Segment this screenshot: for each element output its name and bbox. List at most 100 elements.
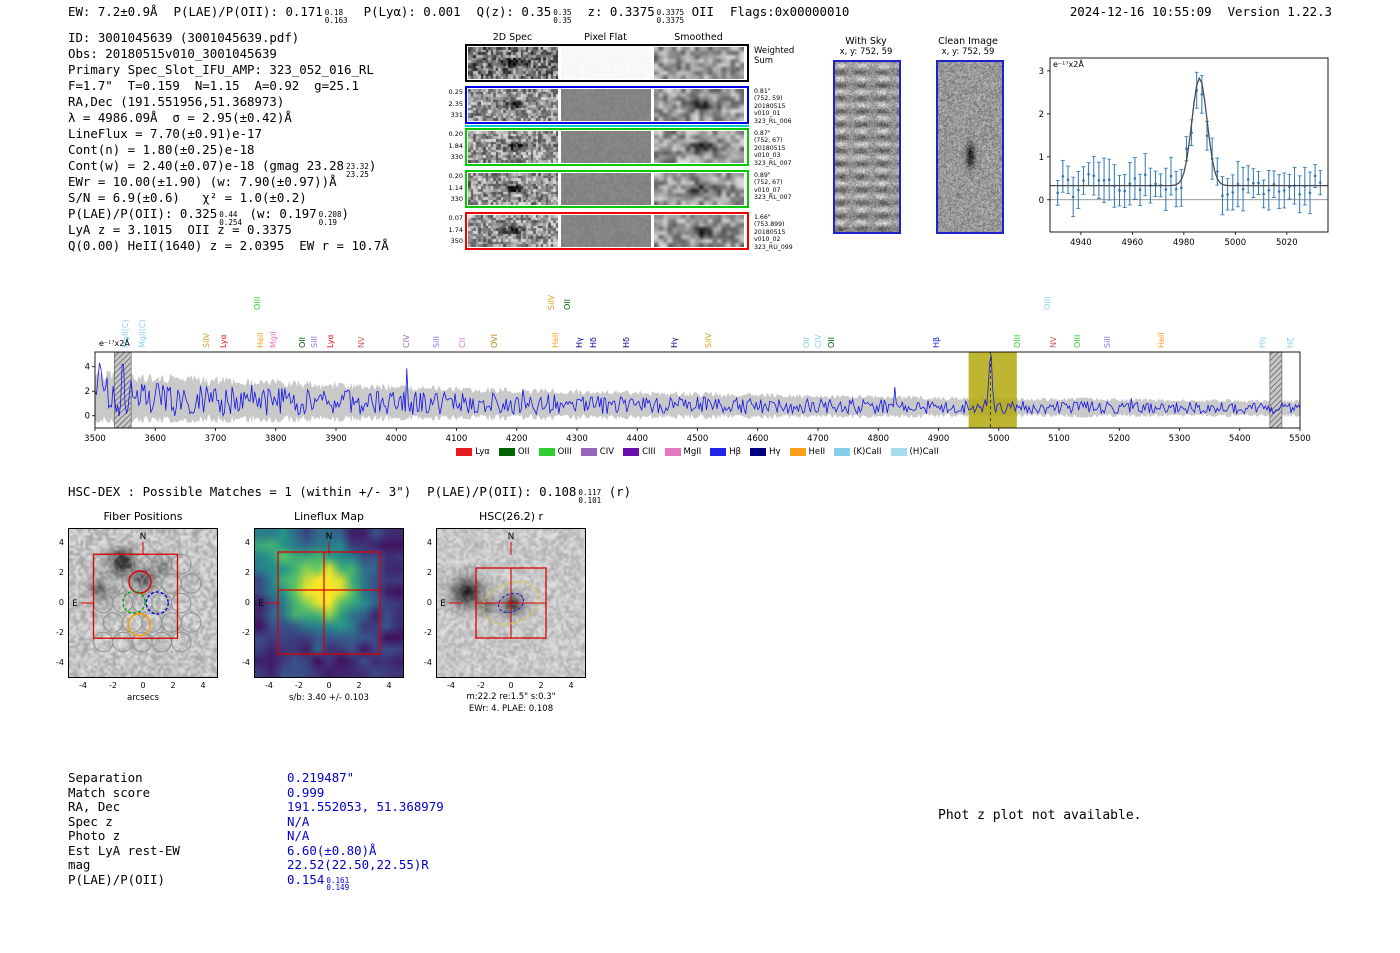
- spec2d-row-2-annotation: 0.87" (752, 67) 20180515 v010_03 323_RL_007: [754, 130, 792, 167]
- line-fit-plot: 0 1 2 3 4940 4960 4980 5000 5020 e⁻¹⁷x2Å: [1039, 57, 1329, 248]
- cutout-ytick: 2: [58, 568, 64, 577]
- svg-text:4000: 4000: [385, 434, 407, 444]
- z-stat: z: 0.3375: [587, 4, 655, 19]
- legend-label: CIII: [642, 447, 656, 457]
- info-q-heii: Q(0.00) HeII(1640) z = 2.0395 EW r = 10.…: [68, 238, 389, 253]
- svg-text:3900: 3900: [325, 434, 347, 444]
- legend-label: Hγ: [769, 447, 781, 457]
- withsky-title: With Sky: [845, 36, 887, 47]
- match-row-photoz: Photo z N/A: [68, 828, 310, 843]
- cutout-xtick: 4: [386, 681, 392, 690]
- z-classification: OII: [691, 4, 714, 19]
- spec2d-row-4: [465, 212, 749, 250]
- hsc-cutout-overlay: NE: [436, 528, 586, 678]
- svg-text:4700: 4700: [807, 434, 829, 444]
- match-row-plae-poii: P(LAE)/P(OII) 0.154 0.161 0.149: [68, 871, 350, 893]
- legend-label: Hβ: [729, 447, 742, 457]
- spec2d-row-4-scale-labels: 0.07 1.74 350: [448, 214, 463, 245]
- info-sn-chi2: S/N = 6.9(±0.6) χ² = 1.0(±0.2): [68, 190, 307, 205]
- svg-text:4: 4: [85, 363, 90, 373]
- spec2d-row-2-spec-image: [468, 131, 558, 163]
- plae-poii-uncertainty: 0.18 0.163: [324, 8, 348, 25]
- svg-text:e⁻¹⁷x2Å: e⁻¹⁷x2Å: [99, 337, 130, 348]
- svg-text:4800: 4800: [867, 434, 889, 444]
- line-label-OIII: OIII: [1042, 296, 1052, 310]
- cutout-ytick: 0: [58, 598, 64, 607]
- flags-stat: Flags:0x00000010: [729, 4, 850, 19]
- spec2d-row-0: [465, 44, 749, 82]
- svg-text:3600: 3600: [144, 434, 166, 444]
- spec2d-row-0-pixelflat-image: [561, 47, 651, 79]
- cutout-xtick: -2: [295, 681, 303, 690]
- spec2d-row-4-smoothed-image: [654, 215, 744, 247]
- legend-item-Hβ: Hβ: [710, 447, 741, 457]
- cutout-ytick: -2: [424, 628, 432, 637]
- svg-text:3800: 3800: [265, 434, 287, 444]
- legend-swatch: [456, 448, 473, 456]
- hsc-plae-uncertainty: 0.117 0.101: [578, 488, 602, 505]
- full-spectrum-plot: 0 2 4 3500 3600 3700 3800 3900 4000 4100 4200 4300 4…: [84, 337, 1311, 444]
- info-plae-poii: P(LAE)/P(OII): 0.325 0.44 0.254 (w: 0.197 0…: [68, 206, 349, 227]
- svg-text:3700: 3700: [205, 434, 227, 444]
- cutout-xtick: 2: [356, 681, 362, 690]
- spec2d-image-grid: Weighted Sum 0.25 2.35 331 0.81" (752, 59) 2018…: [449, 44, 794, 254]
- legend-swatch: [834, 448, 851, 456]
- svg-text:4300: 4300: [566, 434, 588, 444]
- cutout-ytick: 4: [58, 538, 64, 547]
- spec2d-col-header-spec: 2D Spec: [492, 32, 533, 43]
- cutout-xtick: 4: [200, 681, 206, 690]
- svg-text:N: N: [508, 532, 515, 542]
- legend-item-(K)CaII: (K)CaII: [834, 447, 882, 457]
- spec2d-row-3-pixelflat-image: [561, 173, 651, 205]
- clean-image-title: Clean Image: [938, 36, 998, 47]
- svg-text:E: E: [440, 599, 446, 609]
- match-row-score: Match score 0.999: [68, 784, 325, 800]
- svg-text:4600: 4600: [747, 434, 769, 444]
- spec2d-row-3-scale-labels: 0.20 1.14 330: [448, 172, 463, 203]
- spec2d-row-4-spec-image: [468, 215, 558, 247]
- spec2d-row-1-spec-image: [468, 89, 558, 121]
- svg-text:N: N: [140, 532, 147, 542]
- legend-label: CIV: [599, 447, 615, 457]
- hsc-caption-ewr-plae: EWr: 4. PLAE: 0.108: [468, 704, 554, 714]
- clean-image-coords: x, y: 752, 59: [941, 47, 995, 57]
- info-seeing-throughput: F=1.7" T=0.159 N=1.15 A=0.92 g=25.1: [68, 78, 359, 93]
- z-uncertainty: 0.3375 0.3375: [656, 8, 685, 25]
- info-z-solutions: LyA z = 3.1015 OII z = 0.3375: [68, 222, 292, 237]
- info-lambda-sigma: λ = 4986.09Å σ = 2.95(±0.42)Å: [68, 110, 292, 125]
- plae-uncertainty-2: 0.208 0.19: [318, 210, 342, 227]
- svg-text:0: 0: [85, 412, 90, 422]
- cutout-xtick: 4: [568, 681, 574, 690]
- svg-text:4500: 4500: [687, 434, 709, 444]
- svg-text:5400: 5400: [1229, 434, 1251, 444]
- cutout-xtick: 0: [326, 681, 332, 690]
- line-label-OIII: OIII: [252, 296, 262, 310]
- svg-text:2: 2: [85, 387, 90, 397]
- cutout-xtick: -4: [79, 681, 87, 690]
- legend-label: Lyα: [475, 447, 490, 457]
- spec2d-row-0-smoothed-image: [654, 47, 744, 79]
- svg-text:3: 3: [1039, 67, 1044, 77]
- cutout-ytick: 2: [244, 568, 250, 577]
- cutout-ytick: 4: [426, 538, 432, 547]
- hsc-cutout-title: HSC(26.2) r: [478, 510, 544, 523]
- legend-item-OII: OII: [498, 447, 530, 457]
- cutout-xtick: -2: [477, 681, 485, 690]
- legend-label: MgII: [683, 447, 702, 457]
- report-datetime: 2024-12-16 10:55:09: [1069, 4, 1212, 19]
- match-row-radec: RA, Dec 191.552053, 51.368979: [68, 799, 444, 814]
- cutout-ytick: 0: [244, 598, 250, 607]
- spec2d-row-2-smoothed-image: [654, 131, 744, 163]
- cutout-xtick: 0: [140, 681, 146, 690]
- legend-swatch: [789, 448, 806, 456]
- legend-swatch: [538, 448, 555, 456]
- plae-uncertainty-1: 0.44 0.254: [219, 210, 243, 227]
- lineflux-map-overlay: NE: [254, 528, 404, 678]
- withsky-image: [833, 60, 901, 234]
- gmag-uncertainty: 23.32 23.25: [346, 162, 369, 179]
- fiber-positions-overlay: NE: [68, 528, 218, 678]
- legend-item-OIII: OIII: [538, 447, 572, 457]
- legend-item-Hγ: Hγ: [750, 447, 781, 457]
- line-label-SiIV: SiIV: [546, 294, 556, 310]
- svg-text:E: E: [258, 599, 264, 609]
